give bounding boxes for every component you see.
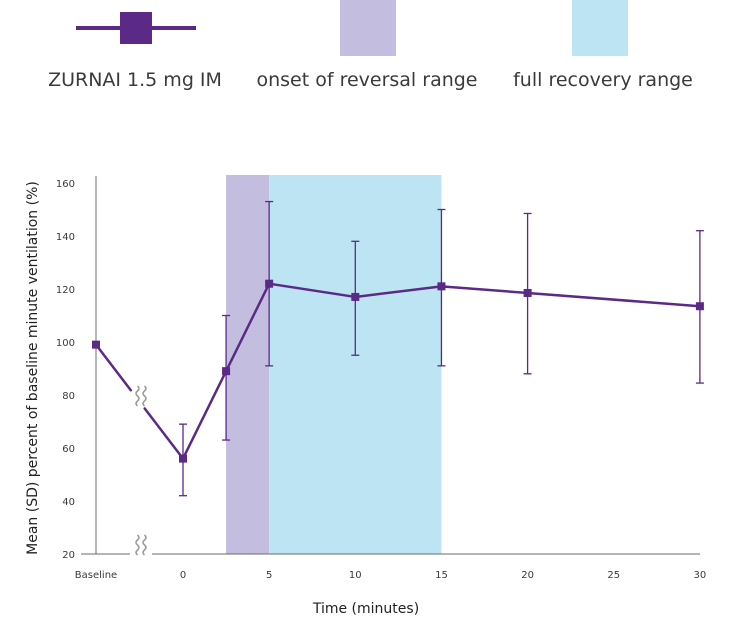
- axis-break-stroke: [142, 385, 147, 407]
- axes: [81, 176, 700, 556]
- y-tick-label: 40: [62, 497, 75, 508]
- y-axis-title: Mean (SD) percent of baseline minute ven…: [25, 181, 41, 555]
- error-bar: [222, 314, 231, 441]
- band-onset-of-reversal: [226, 175, 270, 554]
- x-tick-label: 30: [694, 570, 707, 581]
- x-tick-label: 5: [266, 570, 272, 581]
- data-point-marker: [695, 302, 704, 311]
- data-point-marker: [222, 367, 231, 376]
- series-line-segment: [143, 407, 185, 460]
- x-axis-title: Time (minutes): [312, 601, 419, 617]
- x-tick-label: 20: [521, 570, 534, 581]
- data-point-marker: [351, 292, 360, 301]
- y-tick-label: 20: [62, 550, 75, 561]
- axis-break-xaxis-icon: [135, 534, 147, 556]
- legend-label-onset: onset of reversal range: [256, 69, 477, 91]
- x-tick-label: 25: [607, 570, 620, 581]
- x-tick-label: 0: [180, 570, 186, 581]
- data-point-marker: [265, 279, 274, 288]
- legend-label-series: ZURNAI 1.5 mg IM: [48, 69, 222, 91]
- y-tick-label: 160: [56, 179, 75, 190]
- y-tick-label: 80: [62, 391, 75, 402]
- legend: ZURNAI 1.5 mg IM onset of reversal range…: [48, 0, 693, 91]
- y-tick-label: 100: [56, 338, 75, 349]
- bands: [226, 175, 442, 554]
- data-point-marker: [92, 340, 100, 349]
- series: [92, 200, 704, 497]
- data-point-marker: [523, 288, 532, 297]
- x-tick-label: Baseline: [75, 570, 117, 581]
- tick-labels: 20 40 60 80 100 120 140 160 Baseline 0 5 10 15 20 25 30: [56, 179, 706, 581]
- series-line-segment: [94, 343, 133, 392]
- axis-break-stroke: [135, 534, 140, 556]
- x-tick-label: 10: [349, 570, 362, 581]
- x-tick-label: 15: [435, 570, 448, 581]
- y-tick-label: 120: [56, 285, 75, 296]
- axis-break-stroke: [142, 534, 147, 556]
- data-point-marker: [179, 454, 187, 463]
- y-tick-label: 60: [62, 444, 75, 455]
- data-point-marker: [437, 282, 446, 291]
- axis-break-line-icon: [135, 385, 147, 407]
- legend-swatch-onset: [340, 0, 396, 56]
- axis-break-stroke: [135, 385, 140, 407]
- legend-square-marker: [120, 12, 152, 44]
- y-tick-label: 140: [56, 232, 75, 243]
- legend-swatch-recovery: [572, 0, 628, 56]
- band-full-recovery: [269, 175, 442, 554]
- legend-label-recovery: full recovery range: [513, 69, 693, 91]
